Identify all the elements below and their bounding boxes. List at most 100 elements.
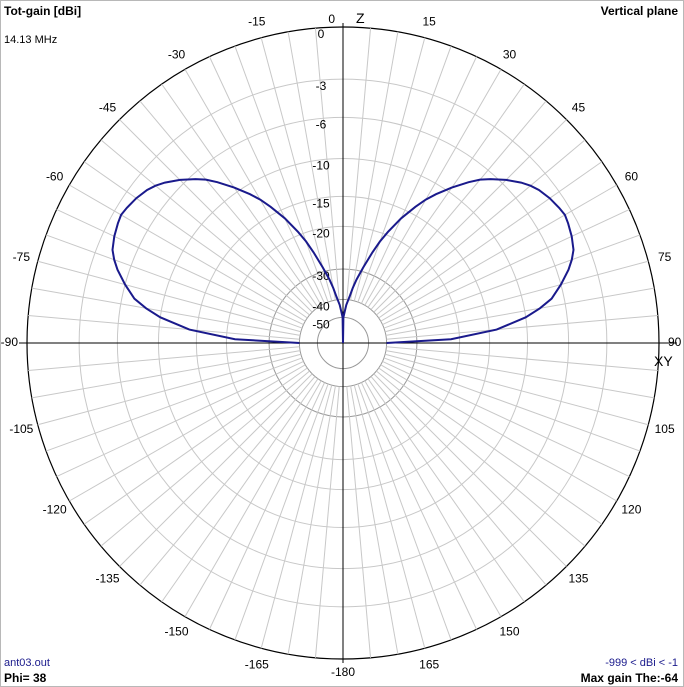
- angle-tick-label: 165: [419, 658, 439, 672]
- angular-grid-spoke: [364, 380, 502, 617]
- angular-grid-spoke: [208, 56, 326, 304]
- angular-grid-spoke: [382, 208, 630, 326]
- angular-grid-spoke: [139, 376, 316, 586]
- angular-grid-spoke: [161, 378, 319, 603]
- angular-grid-spoke: [383, 234, 641, 329]
- angular-grid-spoke: [314, 28, 340, 300]
- angular-grid-spoke: [386, 346, 658, 372]
- radial-tick-label: -3: [316, 79, 327, 93]
- angular-grid-spoke: [184, 69, 322, 306]
- angular-grid-spoke: [350, 31, 399, 301]
- angle-tick-label: 15: [423, 14, 437, 28]
- radial-tick-label: -6: [316, 117, 327, 131]
- angular-grid-spoke: [28, 314, 300, 340]
- radial-tick-label: -15: [312, 196, 330, 210]
- angle-tick-label: 90: [668, 335, 682, 349]
- angular-grid-spoke: [382, 360, 630, 478]
- angle-tick-label: 75: [658, 250, 672, 264]
- angular-grid-spoke: [384, 353, 649, 426]
- angular-grid-spoke: [208, 382, 326, 630]
- angular-grid-spoke: [56, 360, 304, 478]
- angular-grid-spoke: [383, 357, 641, 452]
- angle-tick-label: 135: [568, 571, 588, 585]
- angular-grid-spoke: [31, 287, 301, 336]
- z-axis-label: Z: [356, 10, 365, 26]
- angular-grid-spoke: [373, 373, 567, 567]
- angular-grid-spoke: [100, 139, 310, 316]
- angle-tick-label: -180: [331, 665, 355, 679]
- angular-grid-spoke: [364, 69, 502, 306]
- angular-grid-spoke: [37, 260, 302, 333]
- frequency-label: 14.13 MHz: [4, 34, 58, 46]
- radial-tick-label: -50: [312, 317, 330, 331]
- angular-grid-spoke: [69, 184, 306, 322]
- angular-grid-spoke: [367, 378, 525, 603]
- angular-grid-spoke: [100, 370, 310, 547]
- angular-grid-spoke: [367, 83, 525, 308]
- angular-grid-spoke: [346, 28, 372, 300]
- angular-grid-spoke: [260, 37, 333, 302]
- angle-tick-label: 60: [625, 170, 639, 184]
- angular-grid-spoke: [373, 119, 567, 313]
- angular-grid-spoke: [31, 350, 301, 399]
- radial-tick-label: -20: [312, 226, 330, 240]
- angle-tick-label: -165: [245, 658, 269, 672]
- angular-grid-spoke: [45, 357, 303, 452]
- angular-grid-spoke: [384, 260, 649, 333]
- angular-grid-spoke: [357, 383, 452, 641]
- angle-tick-label: -45: [99, 101, 117, 115]
- angle-tick-label: -30: [168, 48, 186, 62]
- angle-tick-label: -15: [248, 14, 266, 28]
- plane-label: Vertical plane: [600, 4, 678, 18]
- radial-tick-label: -40: [312, 299, 330, 313]
- angle-tick-label: 30: [503, 48, 517, 62]
- angle-tick-label: 105: [655, 422, 675, 436]
- angle-tick-label: -105: [9, 422, 33, 436]
- angular-grid-spoke: [45, 234, 303, 329]
- angular-grid: [28, 28, 658, 658]
- angular-grid-spoke: [83, 161, 308, 319]
- angular-grid-spoke: [314, 386, 340, 658]
- angle-tick-label: -150: [164, 624, 188, 638]
- angular-grid-spoke: [380, 364, 617, 502]
- angular-grid-spoke: [385, 287, 655, 336]
- angle-tick-label: -135: [96, 571, 120, 585]
- angle-tick-label: 120: [621, 503, 641, 517]
- gain-range-label: -999 < dBi < -1: [605, 657, 678, 669]
- angle-tick-labels: -180-165-150-135-120-105-90-75-60-45-30-…: [1, 12, 682, 679]
- file-name: ant03.out: [4, 657, 50, 669]
- angle-tick-label: -90: [1, 335, 19, 349]
- main-axes: [19, 23, 677, 663]
- angular-grid-spoke: [56, 208, 304, 326]
- angular-grid-spoke: [357, 45, 452, 303]
- angular-grid-spoke: [139, 100, 316, 310]
- angular-grid-spoke: [380, 184, 617, 322]
- max-gain-label: Max gain The:-64: [580, 671, 678, 685]
- angular-grid-spoke: [370, 100, 547, 310]
- angle-tick-label: -60: [46, 170, 64, 184]
- chart-title: Tot-gain [dBi]: [4, 4, 82, 18]
- angular-grid-spoke: [370, 376, 547, 586]
- radial-tick-label: 0: [318, 27, 325, 41]
- phi-label: Phi= 38: [4, 671, 47, 685]
- angular-grid-spoke: [234, 45, 329, 303]
- xy-axis-label: XY: [654, 353, 673, 369]
- angular-grid-spoke: [376, 139, 586, 316]
- angular-grid-spoke: [37, 353, 302, 426]
- angular-grid-spoke: [83, 367, 308, 525]
- angular-grid-spoke: [378, 367, 603, 525]
- angular-grid-spoke: [69, 364, 306, 502]
- angular-grid-spoke: [378, 161, 603, 319]
- angle-tick-label: 0: [328, 12, 335, 26]
- angle-tick-label: -120: [43, 503, 67, 517]
- angular-grid-spoke: [346, 386, 372, 658]
- angular-grid-spoke: [161, 83, 319, 308]
- gain-pattern-trace: [111, 178, 575, 344]
- angular-grid-spoke: [360, 382, 478, 630]
- angular-grid-spoke: [353, 37, 426, 302]
- angle-tick-label: 45: [572, 101, 586, 115]
- angular-grid-spoke: [360, 56, 478, 304]
- radial-tick-label: -10: [312, 158, 330, 172]
- angular-grid-spoke: [385, 350, 655, 399]
- angular-grid-spoke: [376, 370, 586, 547]
